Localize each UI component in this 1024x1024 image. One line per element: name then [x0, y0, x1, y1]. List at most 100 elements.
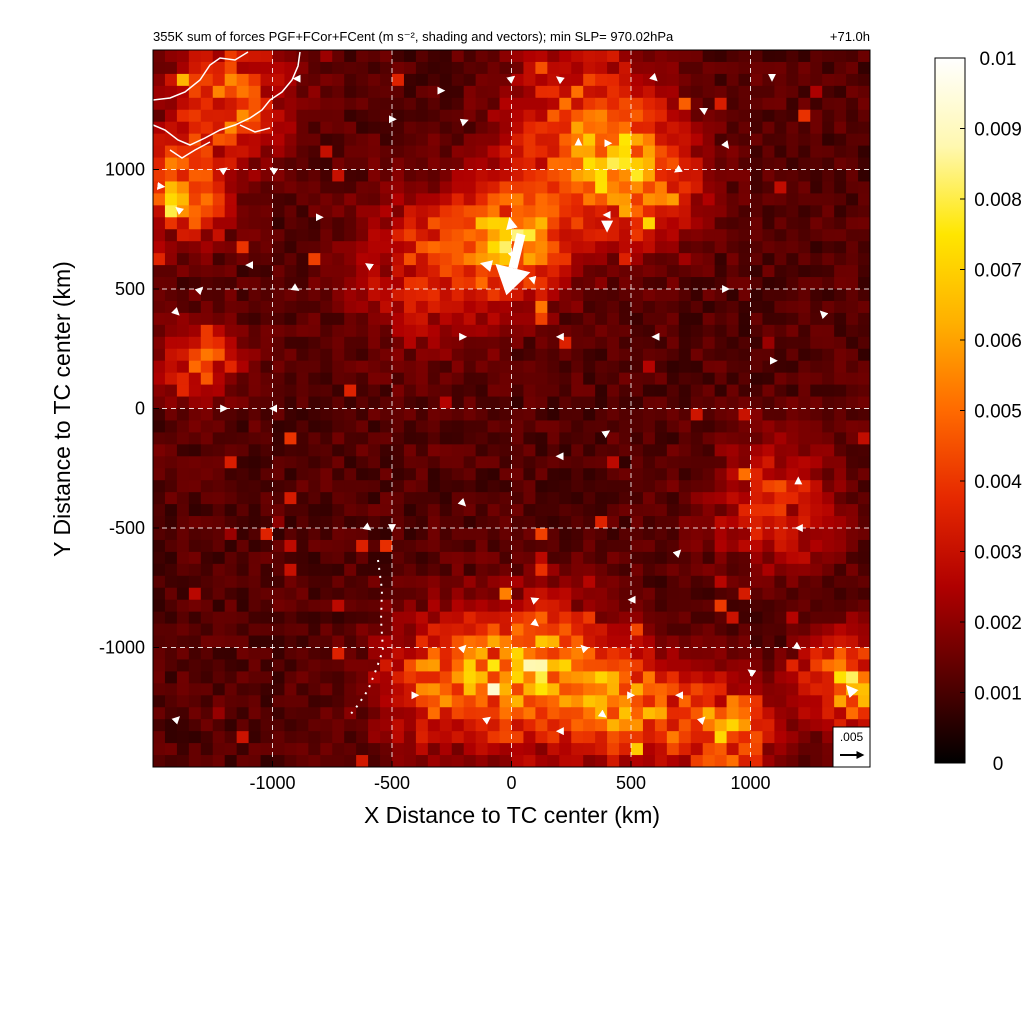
- heat-cell: [631, 289, 644, 302]
- heat-cell: [248, 743, 262, 756]
- heat-cell: [666, 635, 680, 648]
- heat-cell: [690, 444, 704, 457]
- heat-cell: [786, 61, 799, 75]
- heat-cell: [499, 528, 512, 541]
- heat-cell: [726, 528, 740, 541]
- heat-cell: [654, 277, 668, 290]
- heat-cell: [786, 504, 799, 517]
- heat-cell: [822, 121, 835, 135]
- heat-cell: [296, 348, 309, 362]
- heat-cell: [439, 169, 453, 182]
- heat-cell: [858, 504, 870, 517]
- heat-cell: [714, 755, 728, 767]
- heat-cell: [583, 289, 596, 302]
- heat-cell: [415, 384, 429, 398]
- heat-cell: [535, 444, 548, 457]
- heat-cell: [750, 396, 763, 409]
- heat-cell: [272, 575, 285, 589]
- heat-cell: [822, 396, 835, 409]
- heat-cell: [284, 516, 297, 529]
- heat-cell: [200, 743, 214, 756]
- heat-cell: [571, 539, 584, 553]
- heat-cell: [224, 181, 238, 194]
- heat-cell: [619, 336, 632, 350]
- heat-cell: [798, 50, 811, 63]
- heat-cell: [296, 229, 309, 242]
- heat-cell: [846, 647, 859, 660]
- heat-cell: [559, 396, 572, 409]
- heat-cell: [607, 50, 620, 63]
- heat-cell: [583, 217, 596, 230]
- heat-cell: [726, 659, 740, 672]
- heat-cell: [786, 73, 799, 87]
- heat-cell: [224, 336, 238, 350]
- heat-cell: [188, 528, 202, 541]
- heat-cell: [415, 324, 429, 338]
- heat-cell: [344, 217, 357, 230]
- heat-cell: [439, 504, 453, 517]
- heat-cell: [786, 121, 799, 135]
- heat-cell: [368, 360, 381, 374]
- heat-cell: [248, 205, 262, 218]
- heat-cell: [415, 61, 429, 75]
- heat-cell: [547, 528, 560, 541]
- heat-cell: [654, 551, 668, 565]
- heat-cell: [750, 755, 763, 767]
- heat-cell: [176, 647, 190, 660]
- heat-cell: [822, 492, 835, 505]
- heat-cell: [392, 241, 405, 254]
- heat-cell: [463, 707, 477, 720]
- heat-cell: [463, 611, 477, 625]
- heat-cell: [750, 587, 763, 601]
- heat-cell: [308, 444, 321, 457]
- heat-cell: [798, 205, 811, 218]
- heat-cell: [164, 743, 178, 756]
- heat-cell: [631, 480, 644, 493]
- heat-cell: [284, 193, 297, 206]
- heat-cell: [642, 61, 656, 75]
- heat-cell: [798, 61, 811, 75]
- heat-cell: [356, 743, 369, 756]
- heat-cell: [487, 157, 501, 170]
- heat-cell: [654, 492, 668, 505]
- heat-cell: [654, 456, 668, 469]
- heat-cell: [523, 611, 536, 625]
- heat-cell: [846, 456, 859, 469]
- heat-cell: [260, 61, 273, 75]
- heat-cell: [631, 647, 644, 660]
- heat-cell: [762, 61, 775, 75]
- heat-cell: [738, 599, 751, 613]
- heat-cell: [212, 205, 226, 218]
- heat-cell: [654, 623, 668, 637]
- heat-cell: [559, 300, 572, 314]
- heat-cell: [702, 61, 716, 75]
- heat-cell: [212, 755, 226, 767]
- heat-cell: [858, 408, 870, 421]
- heat-cell: [559, 169, 572, 182]
- heat-cell: [427, 324, 441, 338]
- heat-cell: [702, 73, 716, 87]
- heat-cell: [702, 599, 716, 613]
- heat-cell: [583, 145, 596, 159]
- heat-cell: [176, 229, 190, 242]
- heat-cell: [451, 205, 465, 218]
- heat-cell: [427, 635, 441, 648]
- heat-cell: [439, 575, 453, 589]
- heat-cell: [176, 348, 190, 362]
- heat-cell: [236, 61, 250, 75]
- heat-cell: [248, 372, 262, 386]
- heat-cell: [475, 205, 489, 218]
- heat-cell: [236, 647, 250, 660]
- heat-cell: [380, 145, 393, 159]
- heat-cell: [475, 528, 489, 541]
- heat-cell: [714, 611, 728, 625]
- heat-cell: [846, 551, 859, 565]
- heat-cell: [846, 193, 859, 206]
- heat-cell: [212, 504, 226, 517]
- heat-cell: [487, 468, 501, 481]
- heat-cell: [822, 253, 835, 266]
- heat-cell: [654, 205, 668, 218]
- heat-cell: [284, 659, 297, 672]
- heat-cell: [260, 611, 273, 625]
- heat-cell: [212, 97, 226, 111]
